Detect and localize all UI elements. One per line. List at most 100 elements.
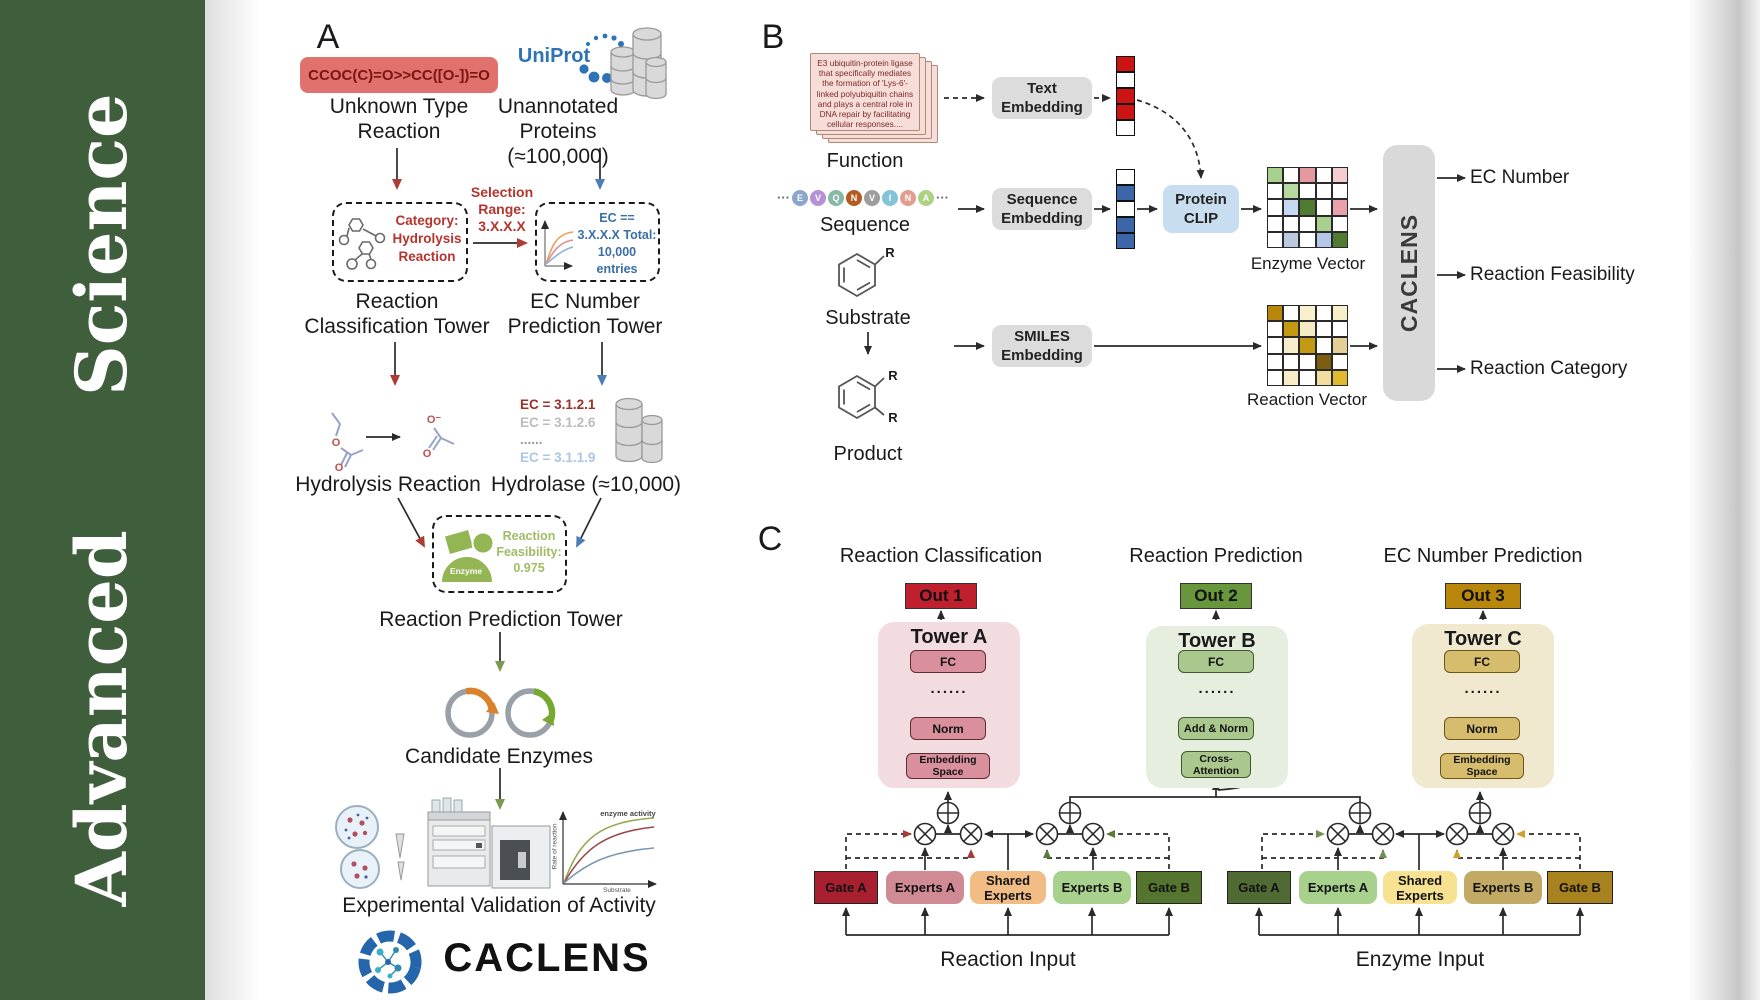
- moe-connectors: [842, 781, 1584, 936]
- multiply-node-icon: [1081, 822, 1105, 846]
- tower-c-fc: FC: [1444, 650, 1520, 673]
- enzyme-input-label: Enzyme Input: [1355, 948, 1485, 971]
- molecule-cluster-icon: [338, 218, 386, 270]
- enzyme-vector-cell: [1299, 199, 1316, 216]
- enzyme-vector-cell: [1299, 215, 1316, 232]
- ec-list-line: ......: [520, 432, 543, 447]
- page-right-shadow: [1688, 0, 1760, 1000]
- tower-c-title: Tower C: [1444, 628, 1522, 650]
- multiply-node-icon: [913, 822, 937, 846]
- reaction-vector-cell: [1267, 337, 1284, 354]
- sequence-embedding-box: Sequence Embedding: [992, 188, 1092, 230]
- enzyme-icon: [442, 527, 495, 582]
- reaction-vector-cell: [1331, 305, 1348, 322]
- sequence-embedding-vector: [1116, 169, 1135, 249]
- reaction-vector-cell: [1331, 353, 1348, 370]
- product-r-label: R: [888, 410, 898, 425]
- reaction-vector-cell: [1331, 321, 1348, 338]
- text-vector-cell: [1116, 120, 1135, 136]
- acetate-oxygen-minus-label: O⁻: [426, 414, 442, 426]
- ester-carbonyl-oxygen-label: O: [334, 462, 344, 474]
- reaction-vector-cell: [1283, 353, 1300, 370]
- product-caption: Product: [833, 443, 903, 465]
- hydrolase-database-icon: [615, 397, 663, 464]
- enzyme-vector-cell: [1283, 183, 1300, 200]
- out3-box: Out 3: [1445, 583, 1521, 609]
- tower-a-title: Tower A: [910, 626, 988, 648]
- journal-sidebar: [0, 0, 205, 1000]
- database-stack-icon: [610, 27, 667, 100]
- unknown-reaction-caption: Unknown Type Reaction: [329, 95, 469, 143]
- enzyme-vector-cell: [1299, 231, 1316, 248]
- output-reaction-category: Reaction Category: [1470, 358, 1628, 379]
- add-node-icon: [936, 801, 960, 825]
- enzyme-experts-a-box: Experts A: [1299, 871, 1377, 904]
- add-node-icon: [1348, 801, 1372, 825]
- tower-b-cross-attention: Cross-Attention: [1181, 751, 1251, 778]
- sequence-residues-row: ··· E V Q N V I N A ···: [768, 190, 958, 206]
- graph-title: enzyme activity: [600, 809, 656, 818]
- text-vector-cell: [1116, 72, 1135, 88]
- protein-clip-box: Protein CLIP: [1163, 185, 1239, 233]
- ec-number-list: EC = 3.1.2.1 EC = 3.1.2.6...... EC = 3.1.1…: [520, 396, 612, 466]
- reaction-prediction-tower-caption: Reaction Prediction Tower: [379, 608, 623, 631]
- category-hydrolysis-text: Category: Hydrolysis Reaction: [392, 213, 462, 264]
- enzyme-vector-cell: [1267, 183, 1284, 200]
- graph-xlabel: Substrate: [603, 887, 631, 894]
- reaction-vector-cell: [1331, 337, 1348, 354]
- benzene-product-icon: [838, 374, 885, 420]
- residue-circle: N: [846, 190, 862, 206]
- hydrolysis-reaction-caption: Hydrolysis Reaction: [295, 473, 481, 496]
- tower-a-dots: ......: [930, 680, 968, 697]
- caclens-logo-icon: [358, 930, 422, 994]
- multiply-node-icon: [1445, 822, 1469, 846]
- multiply-node-icons: [913, 822, 1515, 846]
- enzyme-vector-cell: [1331, 199, 1348, 216]
- enzyme-icon-label: Enzyme: [449, 566, 483, 576]
- text-vector-cell: [1116, 104, 1135, 120]
- ester-molecule-icon: [331, 412, 364, 468]
- enzyme-vector-cell: [1315, 167, 1332, 184]
- caclens-module-label: CACLENS: [1396, 213, 1422, 333]
- column-title-ec-number-prediction: EC Number Prediction: [1383, 545, 1583, 567]
- tower-a-norm: Norm: [910, 717, 986, 740]
- activity-graph-icon: [559, 811, 657, 888]
- acetate-molecule-icon: [428, 427, 455, 451]
- unannotated-proteins-caption: Unannotated Proteins (≈100,000): [497, 95, 619, 168]
- residue-circle: A: [918, 190, 934, 206]
- reaction-vector-cell: [1283, 337, 1300, 354]
- sequence-ellipsis: ···: [936, 190, 949, 205]
- function-card-text: E3 ubiquitin-protein ligase that specifi…: [816, 58, 914, 130]
- enzyme-gate-a-box: Gate A: [1227, 871, 1291, 904]
- ec-list-line: EC = 3.1.2.1: [520, 397, 596, 412]
- tower-c-norm: Norm: [1444, 717, 1520, 740]
- sequence-ellipsis: ···: [777, 190, 790, 205]
- ec-total-text: EC == 3.X.X.X Total: 10,000 entries: [577, 211, 657, 276]
- product-r-label: R: [888, 368, 898, 383]
- reaction-vector-cell: [1299, 353, 1316, 370]
- text-embedding-box: Text Embedding: [992, 77, 1092, 119]
- reaction-vector-cell: [1315, 369, 1332, 386]
- reaction-vector-cell: [1315, 353, 1332, 370]
- add-node-icon: [1058, 801, 1082, 825]
- sequence-vector-cell: [1116, 201, 1135, 217]
- enzyme-shared-experts-box: Shared Experts: [1383, 871, 1457, 904]
- plasmid-icon: [445, 687, 556, 738]
- reaction-input-label: Reaction Input: [940, 948, 1076, 971]
- reaction-vector-cell: [1299, 321, 1316, 338]
- panel-a-flow-arrows: [366, 148, 607, 810]
- reaction-classification-tower-caption: Reaction Classification Tower: [304, 290, 490, 338]
- reaction-vector-cell: [1283, 369, 1300, 386]
- smiles-reaction-box: CCOC(C)=O>>CC([O-])=O: [300, 57, 498, 93]
- multiply-node-icon: [1326, 822, 1350, 846]
- reaction-experts-a-box: Experts A: [886, 871, 964, 904]
- residue-circle: N: [900, 190, 916, 206]
- reaction-gate-b-box: Gate B: [1136, 871, 1202, 904]
- enzyme-vector-cell: [1315, 215, 1332, 232]
- uniprot-logo-text: UniProt: [517, 45, 591, 67]
- function-caption: Function: [826, 150, 904, 172]
- enzyme-vector-label: Enzyme Vector: [1250, 254, 1366, 273]
- sequence-caption: Sequence: [819, 214, 911, 236]
- enzyme-vector-cell: [1315, 183, 1332, 200]
- selection-range-label: Selection Range: 3.X.X.X: [470, 184, 534, 234]
